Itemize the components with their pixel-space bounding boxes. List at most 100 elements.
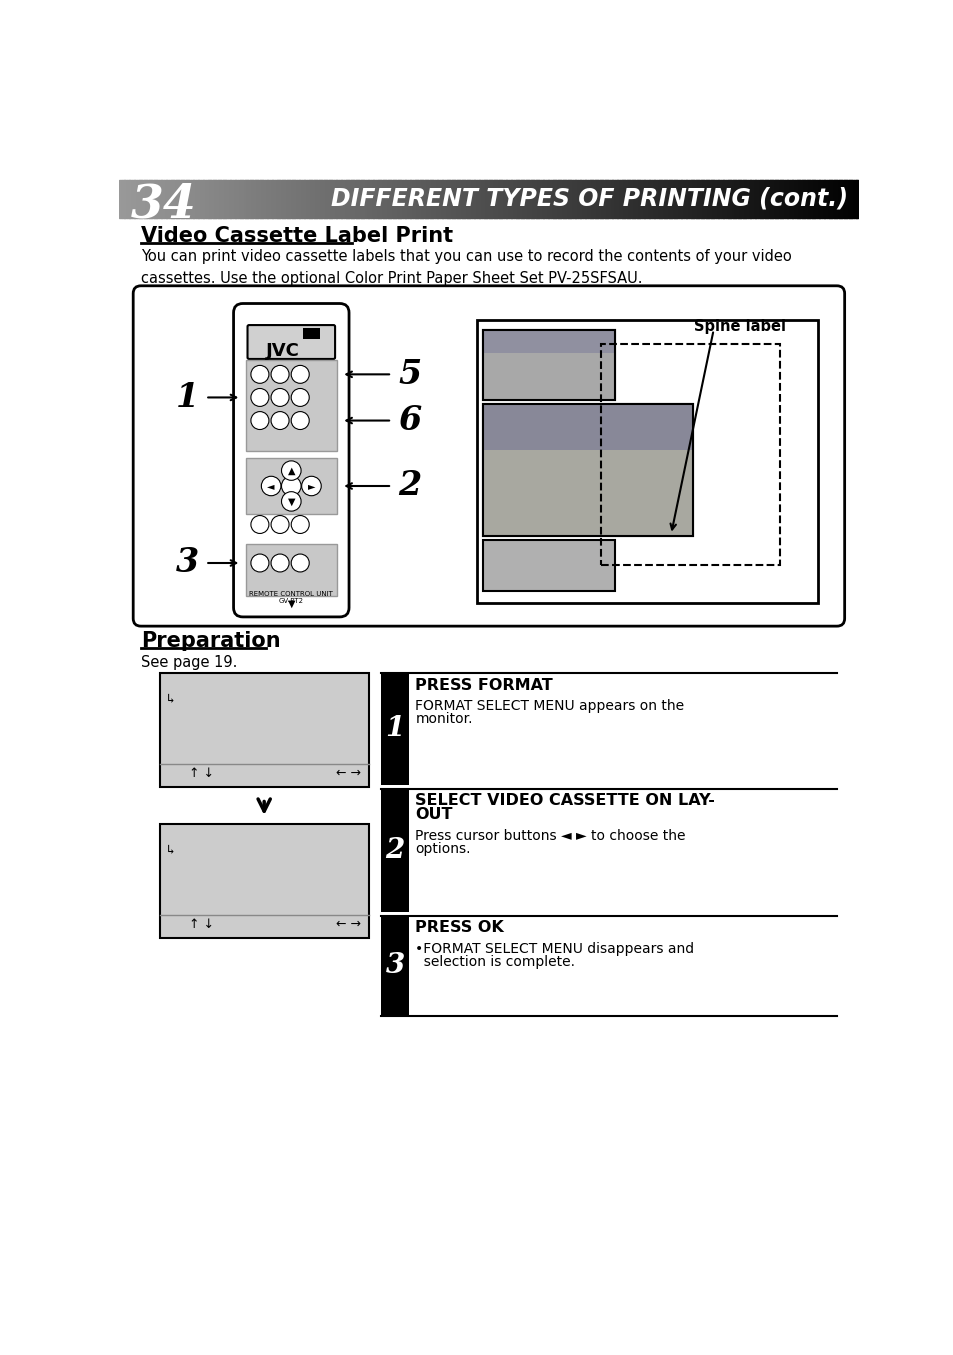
Bar [156,180,159,218]
Text: 3: 3 [385,953,404,980]
Bar [606,180,610,218]
Text: ↑ ↓: ↑ ↓ [189,767,213,780]
Bar [730,180,733,218]
Bar [158,180,162,218]
Bar [665,180,669,218]
Bar [676,180,679,218]
Bar [808,180,812,218]
Bar [363,180,366,218]
Bar [671,180,674,218]
Bar [230,180,233,218]
Bar [335,180,339,218]
Bar [471,180,475,218]
Bar [663,180,666,218]
Bar [122,180,125,218]
Bar [823,180,826,218]
Bar [476,180,479,218]
Bar [483,352,615,400]
Bar [845,180,848,218]
Bar [375,180,378,218]
Bar [481,180,484,218]
Bar [257,180,260,218]
Bar [259,180,263,218]
Bar [240,180,243,218]
Bar [631,180,635,218]
Bar [444,180,447,218]
Bar [752,180,755,218]
Bar [656,180,659,218]
Bar [127,180,130,218]
Bar [306,180,310,218]
Bar [439,180,442,218]
Bar [724,180,728,218]
Bar [390,180,394,218]
Bar [542,180,546,218]
Text: selection is complete.: selection is complete. [415,955,575,969]
Bar [621,180,624,218]
Bar [343,180,346,218]
Bar [314,180,316,218]
Bar [740,180,742,218]
Circle shape [303,477,319,495]
Bar [436,180,440,218]
Bar [415,180,417,218]
Text: FORMAT SELECT MENU appears on the: FORMAT SELECT MENU appears on the [415,699,683,713]
Bar [228,180,231,218]
Bar [469,180,472,218]
Bar [483,450,692,537]
Bar [146,180,150,218]
Bar [735,180,738,218]
Bar [397,180,400,218]
Bar [161,180,164,218]
Bar [589,180,593,218]
Bar [191,180,193,218]
Bar [449,180,453,218]
Bar [422,180,425,218]
Bar [483,180,487,218]
Bar [796,180,800,218]
Bar [648,180,652,218]
Bar [806,180,809,218]
Bar [688,180,691,218]
Bar [813,180,817,218]
Bar [523,180,526,218]
Text: ▼: ▼ [287,496,294,507]
Bar [461,180,464,218]
Bar [592,180,595,218]
Bar [346,180,349,218]
Text: GV-PT2: GV-PT2 [278,598,303,603]
Bar [577,180,580,218]
Bar [816,180,819,218]
Bar [234,180,238,218]
Bar [385,180,388,218]
Bar [478,180,482,218]
Bar [318,180,322,218]
Bar [727,180,730,218]
Bar [178,180,181,218]
Bar [838,180,841,218]
Circle shape [293,516,308,533]
Bar [651,180,654,218]
Bar [595,180,598,218]
Bar [237,180,240,218]
Bar [186,180,189,218]
Bar [195,180,198,218]
Bar [819,180,821,218]
Bar [304,180,307,218]
Bar [270,180,273,218]
Bar [381,916,409,1016]
Bar [294,180,297,218]
Bar [188,180,192,218]
Circle shape [293,390,308,405]
Bar [175,180,179,218]
Bar [355,180,358,218]
Bar [250,180,253,218]
Text: ◄: ◄ [267,481,274,491]
Bar [203,180,206,218]
Bar [252,180,255,218]
Bar [220,180,223,218]
Bar [245,180,248,218]
Text: ▲: ▲ [287,466,294,476]
Circle shape [293,367,308,382]
Circle shape [252,516,268,533]
